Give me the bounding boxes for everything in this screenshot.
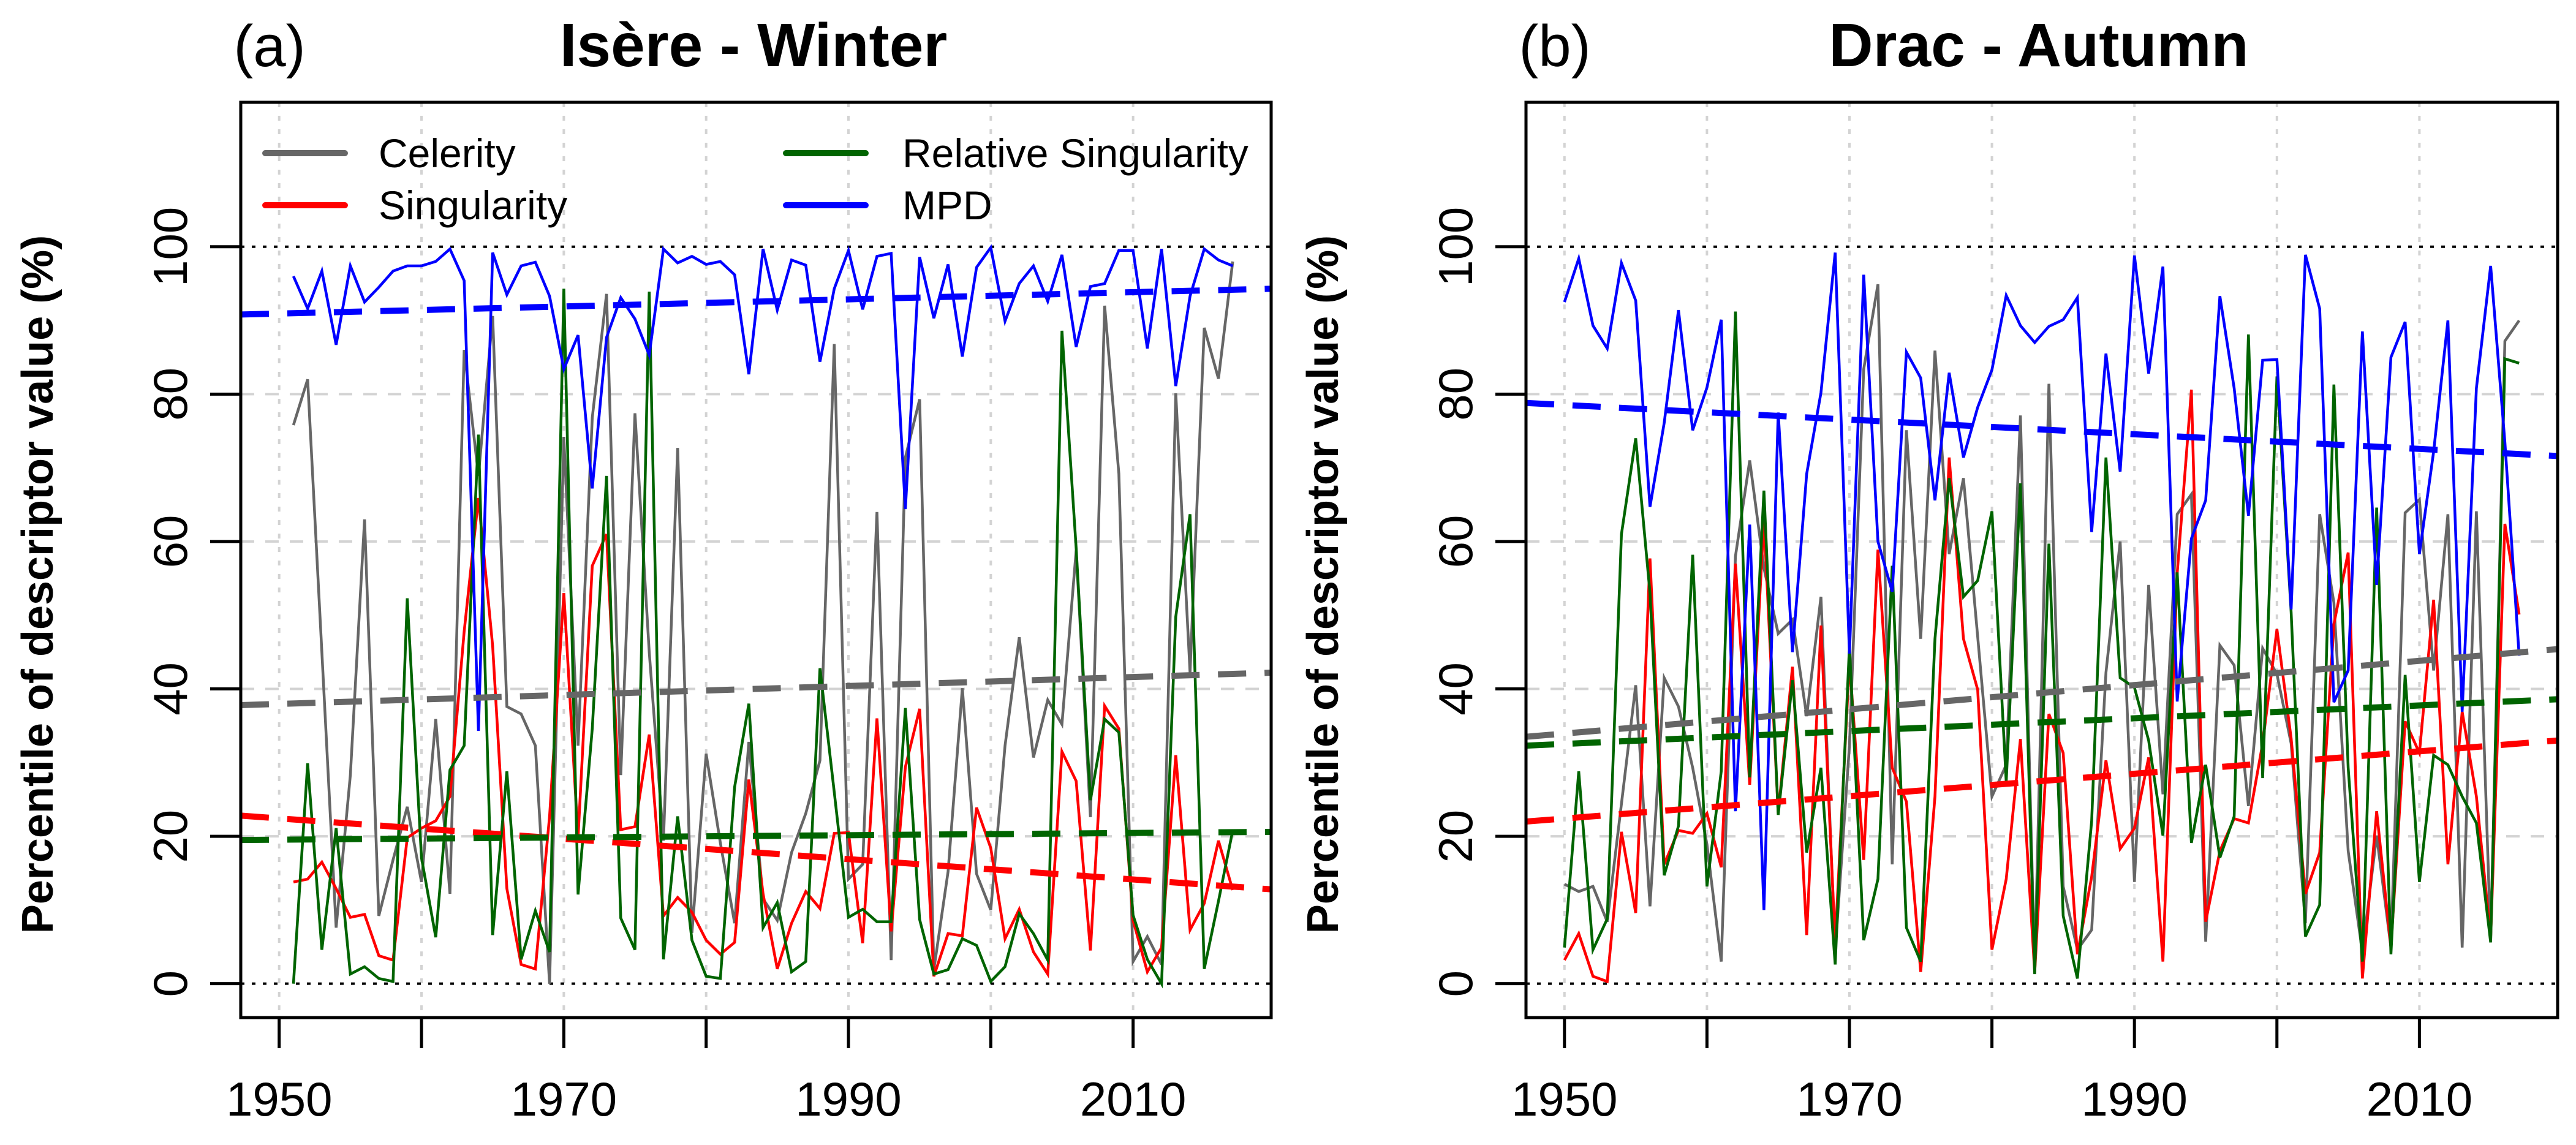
y-tick-label: 60 — [143, 515, 197, 569]
y-tick-label: 20 — [143, 810, 197, 863]
legend-label-singularity: Singularity — [379, 183, 567, 228]
legend-item-relative-singularity: Relative Singularity — [783, 130, 1248, 176]
y-axis-label: Percentile of descriptor value (%) — [1299, 235, 1348, 934]
series-line-mpd — [292, 244, 1234, 731]
y-tick-label: 20 — [1429, 810, 1483, 863]
legend-label-mpd: MPD — [902, 183, 992, 228]
series-line-singularity — [293, 497, 1234, 978]
chart-title: Isère - Winter — [560, 11, 948, 80]
y-tick-label: 0 — [143, 970, 197, 997]
legend-label-relative-singularity: Relative Singularity — [902, 130, 1248, 176]
y-tick-label: 40 — [1429, 662, 1483, 716]
plot-frame — [239, 100, 1273, 1019]
plot-area — [1526, 252, 2558, 984]
trend-line-mpd — [241, 285, 1271, 318]
plot-area — [241, 244, 1271, 989]
plot-frame — [1524, 100, 2559, 1019]
y-tick-label: 60 — [1429, 515, 1483, 569]
series-line-singularity — [1563, 389, 2521, 984]
x-tick-label: 1990 — [795, 1072, 902, 1126]
trend-line-singularity — [241, 812, 1271, 893]
trend-line-celerity — [1526, 646, 2558, 740]
x-tick-label: 2010 — [1080, 1072, 1187, 1126]
trend-line-mpd — [1526, 399, 2558, 459]
panel-label: (a) — [233, 13, 305, 79]
y-tick-label: 100 — [1429, 207, 1483, 287]
y-tick-label: 80 — [1429, 368, 1483, 421]
x-tick-label: 1990 — [2081, 1072, 2188, 1126]
trend-line-celerity — [241, 670, 1271, 708]
x-tick-label: 2010 — [2366, 1072, 2473, 1126]
panel-a: 1950 1970 1990 2010 0 20 40 60 80 100 Percentile o… — [13, 11, 1273, 1126]
x-tick-label: 1950 — [226, 1072, 333, 1126]
legend-item-singularity: Singularity — [262, 183, 567, 228]
legend: Celerity Singularity Relative Singularity M… — [262, 130, 1248, 228]
y-tick-label: 80 — [143, 368, 197, 421]
series-line-mpd — [1563, 252, 2521, 910]
panel-label: (b) — [1519, 13, 1590, 79]
y-tick-label: 100 — [143, 207, 197, 287]
y-axis-label: Percentile of descriptor value (%) — [13, 235, 62, 934]
legend-item-mpd: MPD — [783, 183, 992, 228]
x-tick-label: 1970 — [1796, 1072, 1903, 1126]
panel-b: 1950 1970 1990 2010 0 20 40 60 80 100 Percentile o… — [1299, 11, 2559, 1126]
x-tick-label: 1970 — [511, 1072, 618, 1126]
legend-label-celerity: Celerity — [379, 130, 516, 176]
chart-title: Drac - Autumn — [1829, 11, 2248, 80]
series-line-relative-singularity — [1563, 311, 2520, 979]
y-tick-label: 40 — [143, 662, 197, 716]
trend-line-singularity — [1526, 737, 2558, 825]
trend-line-relative-singularity — [241, 828, 1271, 844]
legend-item-celerity: Celerity — [262, 130, 516, 176]
x-tick-label: 1950 — [1511, 1072, 1618, 1126]
trend-line-relative-singularity — [1526, 696, 2558, 749]
series-line-relative-singularity — [292, 289, 1234, 989]
y-tick-label: 0 — [1429, 970, 1483, 997]
